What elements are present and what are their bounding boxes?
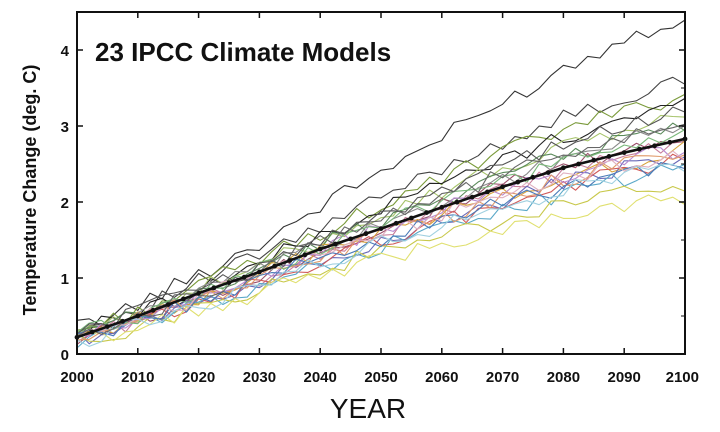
- average-point: [591, 157, 597, 163]
- average-point: [165, 302, 171, 307]
- average-point: [469, 194, 475, 200]
- average-point: [89, 329, 95, 335]
- x-tick-label: 2050: [364, 369, 397, 386]
- average-point: [120, 318, 125, 324]
- average-point: [561, 165, 566, 171]
- average-point: [363, 231, 369, 237]
- average-points-layer: [74, 136, 688, 340]
- average-point: [196, 290, 202, 296]
- y-tick-layer: 0 1 2 3 4: [61, 43, 685, 364]
- average-point: [485, 189, 490, 195]
- average-point: [226, 280, 232, 285]
- y-tick-label: 3: [61, 119, 69, 136]
- average-point: [241, 274, 247, 280]
- average-point: [454, 199, 460, 205]
- average-point: [348, 236, 353, 242]
- series-line-model-01: [76, 19, 686, 326]
- average-point: [105, 324, 110, 329]
- chart-title: 23 IPCC Climate Models: [95, 37, 391, 67]
- series-line-model-21: [76, 150, 686, 339]
- average-point: [621, 150, 627, 156]
- y-tick-label: 2: [61, 195, 69, 212]
- average-point: [302, 252, 308, 258]
- average-point: [500, 184, 505, 190]
- average-point: [150, 307, 156, 313]
- average-point: [667, 139, 673, 145]
- average-point: [272, 263, 277, 269]
- y-tick-label: 1: [61, 271, 69, 288]
- average-point: [515, 179, 521, 185]
- average-point: [257, 269, 262, 275]
- average-point: [211, 285, 217, 291]
- average-point: [333, 241, 338, 247]
- average-point: [378, 226, 384, 232]
- series-line-model-03: [76, 93, 686, 331]
- x-tick-label: 2070: [486, 369, 519, 386]
- average-point: [545, 170, 551, 176]
- average-point: [439, 204, 445, 210]
- x-tick-label: 2030: [243, 369, 276, 386]
- series-line-model-19: [76, 106, 686, 335]
- x-tick-label: 2040: [304, 369, 337, 386]
- x-tick-label: 2090: [608, 369, 641, 386]
- y-tick-label: 4: [61, 43, 70, 60]
- x-tick-layer: 2000 2010 2020 2030 2040 2050 2060 2070 2080 2090…: [60, 12, 699, 386]
- average-point: [317, 246, 323, 252]
- series-line-model-22: [76, 163, 686, 347]
- x-axis-label: YEAR: [330, 393, 406, 424]
- average-point: [287, 258, 293, 263]
- average-point: [530, 174, 536, 180]
- average-point: [181, 296, 186, 302]
- x-tick-label: 2100: [666, 369, 699, 386]
- average-point: [576, 161, 581, 167]
- series-line-model-11: [76, 153, 686, 335]
- average-point: [606, 154, 612, 159]
- series-line-model-23: [76, 123, 686, 337]
- average-point: [135, 313, 141, 319]
- x-tick-label: 2000: [60, 369, 93, 386]
- average-point: [424, 210, 429, 216]
- series-line-model-20: [76, 162, 686, 337]
- series-line-model-14: [76, 194, 686, 342]
- average-point: [409, 215, 414, 221]
- x-tick-label: 2020: [182, 369, 215, 386]
- average-point: [637, 146, 642, 152]
- x-tick-label: 2060: [425, 369, 458, 386]
- y-tick-label: 0: [61, 347, 69, 364]
- average-point: [652, 143, 657, 149]
- x-tick-label: 2010: [121, 369, 154, 386]
- x-tick-label: 2080: [547, 369, 580, 386]
- y-axis-label: Temperature Change (deg. C): [20, 65, 40, 316]
- average-point: [393, 220, 399, 226]
